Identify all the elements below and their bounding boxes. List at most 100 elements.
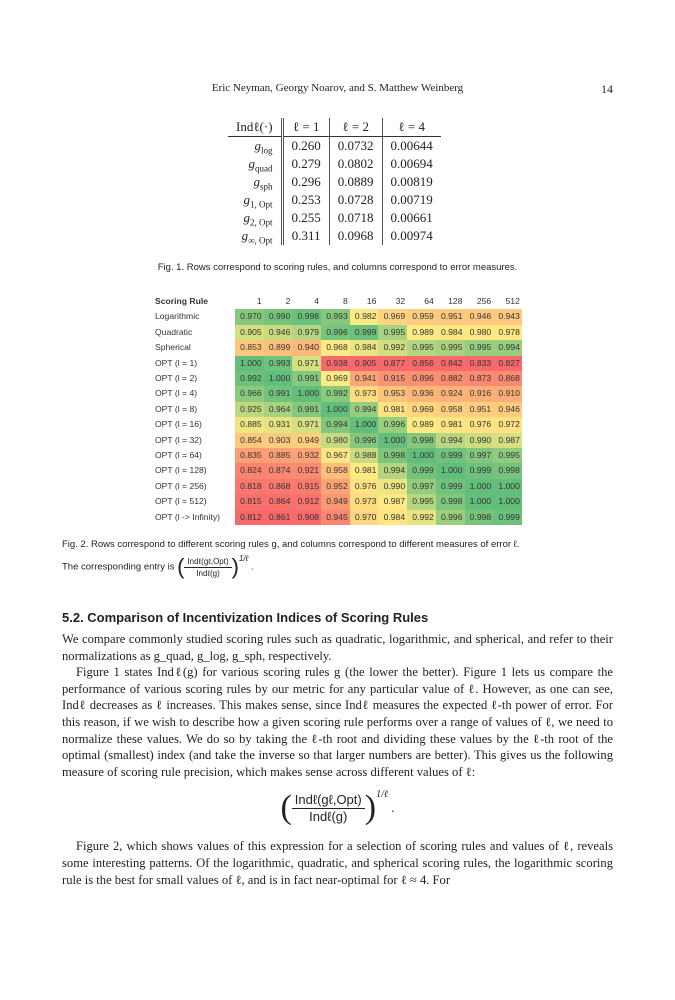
heatmap-cell: 0.959	[407, 309, 436, 325]
heatmap-cell: 0.958	[321, 463, 350, 479]
heatmap-row: OPT (l = 4) 0.966 0.991 1.000 0.992 0.973 0.95…	[153, 386, 522, 402]
heatmap-cell: 0.854	[235, 432, 264, 449]
heatmap-cell: 0.842	[435, 355, 465, 372]
heatmap-cell: 0.999	[435, 478, 465, 495]
heatmap-cell: 1.000	[263, 371, 293, 387]
heatmap-cell: 0.905	[235, 324, 264, 341]
heatmap-cell: 0.997	[407, 478, 436, 495]
column-header: 4	[314, 296, 320, 306]
heatmap-row: Quadratic 0.905 0.946 0.979 0.996 0.999 0.995 0…	[153, 324, 522, 341]
table-cell: 0.311	[282, 227, 330, 245]
heatmap-cell: 0.978	[493, 324, 522, 341]
heatmap-row: OPT (l = 32) 0.854 0.903 0.949 0.980 0.996 1.0…	[153, 432, 522, 449]
heatmap-cell: 1.000	[407, 448, 436, 464]
section-title: 5.2. Comparison of Incentivization Indic…	[62, 610, 429, 625]
heatmap-cell: 0.953	[378, 386, 408, 402]
heatmap-cell: 0.833	[464, 355, 494, 372]
heatmap-cell: 0.951	[464, 401, 494, 418]
eq-numerator: Indℓ(gℓ,Opt)	[291, 792, 365, 809]
heatmap-cell: 0.999	[407, 463, 436, 479]
heatmap-cell: 0.991	[263, 386, 293, 402]
heatmap-cell: 0.993	[321, 309, 350, 325]
row-label: OPT (l = 16)	[155, 419, 202, 430]
heatmap-cell: 0.982	[349, 309, 379, 325]
heatmap-cell: 0.993	[263, 355, 293, 372]
heatmap-cell: 0.984	[378, 509, 408, 526]
heatmap-cell: 0.943	[493, 309, 522, 325]
row-label: OPT (l = 256)	[155, 480, 207, 491]
heatmap-cell: 0.992	[321, 386, 350, 402]
row-label: g1, Opt	[228, 191, 284, 209]
column-header: 512	[505, 296, 520, 306]
heatmap-cell: 0.931	[263, 417, 293, 433]
heatmap-cell: 0.912	[292, 494, 322, 510]
heatmap-cell: 0.989	[407, 417, 436, 433]
heatmap-cell: 0.996	[321, 324, 350, 341]
caption-equation: (Indℓ(gℓ,Opt) Indℓ(g))1/ℓ	[177, 554, 249, 579]
heatmap-cell: 0.856	[407, 355, 436, 372]
heatmap-row: OPT (l = 128) 0.824 0.874 0.921 0.958 0.981 0.…	[153, 463, 522, 479]
heatmap-cell: 1.000	[493, 478, 522, 495]
col-header: ℓ = 4	[382, 118, 441, 137]
heatmap-row: OPT (l = 16) 0.885 0.931 0.971 0.994 1.000 0.9…	[153, 417, 522, 433]
table-cell: 0.253	[282, 191, 330, 209]
heatmap-cell: 0.952	[321, 478, 350, 495]
table-row: gsph 0.296 0.0889 0.00819	[228, 173, 441, 191]
column-header: 128	[448, 296, 463, 306]
row-label: OPT (l -> Infinity)	[155, 511, 221, 522]
heatmap-cell: 0.995	[407, 494, 436, 510]
heatmap-cell: 0.990	[378, 478, 408, 495]
row-label: OPT (l = 32)	[155, 434, 202, 445]
heatmap-cell: 1.000	[464, 494, 494, 510]
heatmap-cell: 0.925	[235, 401, 264, 418]
table-cell: 0.296	[282, 173, 330, 191]
table-cell: 0.0802	[329, 155, 383, 173]
heatmap-cell: 0.971	[292, 417, 322, 433]
heatmap-cell: 0.949	[321, 494, 350, 510]
heatmap-cell: 0.994	[493, 340, 522, 356]
fig2-caption-line1: Fig. 2. Rows correspond to different sco…	[62, 539, 520, 550]
row-label: OPT (l = 8)	[155, 403, 198, 414]
heatmap-cell: 0.945	[321, 509, 350, 526]
row-label: OPT (l = 2)	[155, 373, 198, 384]
heatmap-cell: 0.946	[493, 401, 522, 418]
heatmap-cell: 0.967	[321, 448, 350, 464]
row-label: Spherical	[155, 342, 191, 353]
heatmap-cell: 0.915	[378, 371, 408, 387]
heatmap-cell: 0.972	[493, 417, 522, 433]
heatmap-row: OPT (l = 512) 0.815 0.864 0.912 0.949 0.973 0.…	[153, 494, 522, 510]
heatmap-cell: 0.873	[464, 371, 494, 387]
heatmap-cell: 1.000	[493, 494, 522, 510]
heatmap-cell: 0.991	[292, 371, 322, 387]
heatmap-cell: 0.896	[407, 371, 436, 387]
heatmap-cell: 0.864	[263, 494, 293, 510]
col-header: ℓ = 1	[282, 118, 330, 137]
heatmap-cell: 0.995	[407, 340, 436, 356]
row-label: OPT (l = 128)	[155, 465, 207, 476]
heatmap-cell: 0.999	[464, 463, 494, 479]
heatmap-cell: 0.998	[464, 509, 494, 526]
row-label: g∞, Opt	[228, 227, 284, 245]
heatmap-cell: 0.999	[435, 448, 465, 464]
fig1-caption: Fig. 1. Rows correspond to scoring rules…	[157, 262, 518, 273]
heatmap-cell: 1.000	[349, 417, 379, 433]
heatmap-cell: 0.998	[493, 463, 522, 479]
fig2-caption: Fig. 2. Rows correspond to different sco…	[62, 538, 613, 580]
header-authors: Eric Neyman, Georgy Noarov, and S. Matth…	[211, 82, 464, 94]
heatmap-cell: 0.827	[493, 355, 522, 372]
row-label: OPT (l = 1)	[155, 357, 198, 368]
heatmap-cell: 0.861	[263, 509, 293, 526]
table-cell: 0.00694	[390, 156, 433, 171]
heatmap-cell: 0.946	[464, 309, 494, 325]
heatmap-cell: 0.981	[349, 463, 379, 479]
table-cell: 0.279	[282, 155, 330, 173]
heatmap-cell: 1.000	[235, 355, 264, 372]
heatmap-cell: 0.916	[464, 386, 494, 402]
heatmap-cell: 0.998	[407, 432, 436, 449]
heatmap-cell: 0.997	[464, 448, 494, 464]
table-cell: 0.00644	[390, 138, 433, 153]
heatmap-cell: 0.815	[235, 494, 264, 510]
heatmap-cell: 0.903	[263, 432, 293, 449]
heatmap-row: OPT (l = 8) 0.925 0.964 0.991 1.000 0.994 0.98…	[153, 401, 522, 418]
heatmap-cell: 0.885	[235, 417, 264, 433]
